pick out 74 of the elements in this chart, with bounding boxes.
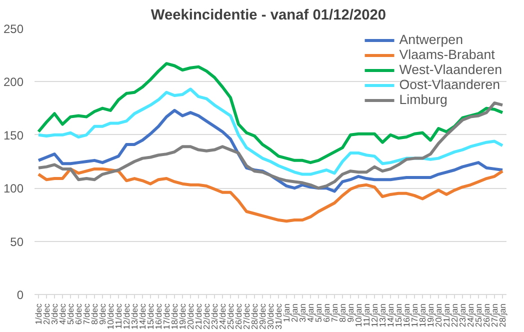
x-tick-label: 7/dec	[82, 302, 92, 325]
x-tick-label: 4/dec	[58, 302, 68, 325]
x-tick-label: 4/jan	[306, 303, 316, 322]
x-tick-label: 20/dec	[186, 302, 196, 330]
x-tick-label: 15/dec	[146, 302, 156, 330]
legend-label: Vlaams-Brabant	[399, 47, 495, 62]
x-tick-label: 21/dec	[194, 302, 204, 330]
y-tick-label: 50	[10, 234, 24, 249]
x-tick-label: 2/dec	[42, 302, 52, 325]
x-tick-label: 26/dec	[234, 302, 244, 330]
x-tick-label: 12/dec	[122, 302, 132, 330]
x-tick-label: 1/dec	[34, 302, 44, 325]
x-tick-label: 16/dec	[154, 302, 164, 330]
x-tick-label: 9/dec	[98, 302, 108, 325]
x-tick-label: 2/jan	[290, 303, 300, 322]
x-tick-label: 12/jan	[370, 303, 380, 328]
y-tick-label: 150	[3, 128, 24, 142]
chart-title: Weekincidentie - vanaf 01/12/2020	[150, 8, 386, 24]
y-tick-label: 250	[3, 22, 24, 36]
x-tick-label: 11/jan	[362, 303, 372, 326]
x-tick-label: 11/dec	[114, 302, 124, 329]
x-tick-label: 22/jan	[450, 303, 460, 328]
x-tick-label: 10/jan	[354, 303, 364, 328]
x-tick-label: 14/dec	[138, 302, 148, 330]
x-tick-label: 10/dec	[106, 302, 116, 330]
x-tick-label: 23/jan	[458, 303, 468, 328]
x-tick-label: 13/jan	[378, 303, 388, 328]
x-tick-label: 16/jan	[402, 303, 412, 328]
x-tick-label: 19/jan	[426, 303, 436, 328]
line-series	[37, 167, 504, 223]
y-tick-label: 0	[16, 288, 24, 302]
x-tick-label: 14/jan	[386, 303, 396, 328]
x-tick-label: 5/jan	[314, 303, 324, 322]
x-tick-label: 3/jan	[298, 303, 308, 322]
x-tick-label: 20/jan	[434, 303, 444, 328]
x-tick-label: 22/dec	[202, 302, 212, 330]
x-tick-label: 25/dec	[226, 302, 236, 330]
line-series	[37, 62, 504, 164]
x-tick-label: 27/jan	[490, 303, 500, 328]
x-tick-label: 13/dec	[130, 302, 140, 330]
x-tick-label: 5/dec	[66, 302, 76, 325]
x-tick-label: 24/dec	[218, 302, 228, 330]
x-tick-label: 29/dec	[258, 302, 268, 330]
x-tick-label: 21/jan	[442, 303, 452, 328]
x-tick-label: 27/dec	[242, 302, 252, 330]
x-tick-label: 24/jan	[466, 303, 476, 328]
x-tick-label: 7/jan	[330, 303, 340, 322]
y-tick-label: 200	[3, 75, 24, 90]
x-tick-label: 3/dec	[50, 302, 60, 325]
x-tick-label: 25/jan	[474, 303, 484, 328]
x-tick-label: 30/dec	[266, 302, 276, 330]
x-tick-label: 9/jan	[346, 303, 356, 322]
x-tick-label: 15/jan	[394, 303, 404, 328]
x-tick-label: 18/jan	[418, 303, 428, 328]
x-tick-label: 17/dec	[162, 302, 172, 330]
x-tick-label: 17/jan	[410, 303, 420, 328]
x-tick-label: 1/jan	[282, 303, 292, 322]
y-tick-label: 100	[3, 182, 24, 196]
x-tick-label: 8/jan	[338, 303, 348, 322]
x-tick-label: 31/dec	[274, 302, 284, 330]
x-tick-label: 18/dec	[170, 302, 180, 330]
x-tick-label: 26/jan	[482, 303, 492, 328]
legend-label: Antwerpen	[399, 32, 463, 47]
x-tick-label: 19/dec	[178, 302, 188, 330]
x-tick-label: 23/dec	[210, 302, 220, 330]
x-tick-label: 6/dec	[74, 302, 84, 325]
legend-label: Limburg	[399, 92, 448, 107]
x-tick-label: 28/jan	[498, 303, 508, 328]
line-series	[37, 88, 504, 176]
x-tick-label: 8/dec	[90, 302, 100, 325]
legend-label: Oost-Vlaanderen	[399, 77, 500, 92]
legend-label: West-Vlaanderen	[399, 62, 502, 77]
x-tick-label: 6/jan	[322, 303, 332, 322]
x-tick-label: 28/dec	[250, 302, 260, 330]
